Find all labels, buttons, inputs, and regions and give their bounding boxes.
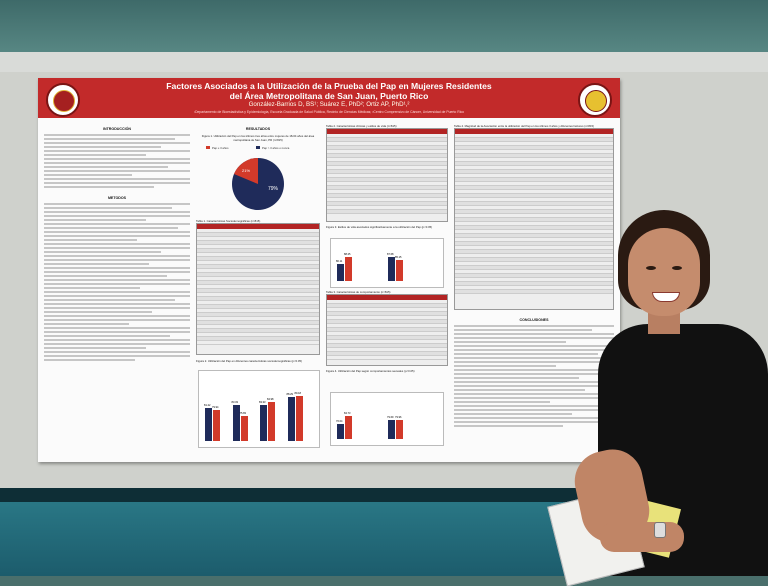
column-intro-methods: INTRODUCCIÓN METODOS	[44, 124, 190, 363]
poster-banner: Factores Asociados a la Utilización de l…	[38, 78, 620, 118]
column-results: RESULTADOS Figura 1. Utilización del Pap…	[196, 124, 320, 363]
figure2-chart: 81.22 79.94 83.33 75.83 83.33 84.98 88.29 89.18	[198, 370, 320, 448]
bar-label-fig4_values-0: 76.04	[336, 419, 343, 423]
figure3-chart: 80.11 88.25 87.68 85.15	[330, 238, 444, 288]
bar-fig2_values-1	[213, 410, 220, 441]
bar-label-fig2_values-5: 84.98	[267, 398, 274, 402]
table3-title: Tabla 3. Características de comportamien…	[326, 290, 391, 294]
figure4-caption: Figura 4. Utilización del Pap según comp…	[326, 369, 415, 373]
section-methods-title: METODOS	[107, 196, 127, 200]
figure2-caption: Figura 2. Utilización del Pap en diferen…	[196, 359, 302, 363]
research-poster: Factores Asociados a la Utilización de l…	[38, 78, 620, 462]
section-results-title: RESULTADOS	[245, 127, 271, 131]
face	[628, 228, 700, 316]
bar-fig3_values-3	[396, 259, 403, 281]
bar-fig4_values-1	[345, 415, 352, 439]
pie-legend-2: Pap > 3 años o nunca	[262, 146, 290, 150]
bar-label-fig2_values-3: 75.83	[239, 412, 247, 416]
bar-fig2_values-4	[260, 404, 267, 441]
bar-fig2_values-7	[295, 395, 303, 441]
poster-title-line2: del Área Metropolitana de San Juan, Puer…	[229, 91, 429, 101]
table4	[454, 128, 614, 310]
pie-value-79: 79%	[268, 186, 279, 192]
column-clinical: Tabla 2. Características clínicas y esti…	[326, 124, 448, 229]
bar-fig2_values-2	[232, 404, 240, 441]
pie-slice-21	[234, 158, 258, 184]
bar-label-fig2_values-2: 83.33	[231, 400, 239, 404]
column-association: Tabla 4. Magnitud de la Asociación entre…	[454, 124, 614, 429]
bar-label-fig2_values-0: 81.22	[204, 404, 211, 408]
table1-title: Tabla 1. Características Sociodemográfic…	[196, 219, 261, 223]
table2-title: Tabla 2. Características clínicas y esti…	[326, 124, 397, 128]
left-seal-icon	[46, 83, 80, 117]
bar-label-fig3_values-3: 85.15	[395, 255, 402, 259]
bar-fig4_values-3	[396, 420, 403, 439]
poster-title-line1: Factores Asociados a la Utilización de l…	[166, 81, 492, 91]
hands	[600, 522, 684, 552]
bar-label-fig4_values-1: 84.73	[344, 411, 351, 415]
bar-label-fig3_values-1: 88.25	[344, 253, 351, 256]
left-eye	[646, 266, 656, 270]
section-conclusions-title: CONCLUSIONES	[519, 318, 549, 322]
table2	[326, 128, 448, 222]
bar-fig2_values-6	[287, 397, 295, 441]
bar-label-fig3_values-2: 87.68	[387, 253, 394, 257]
bar-label-fig2_values-6: 88.29	[286, 393, 294, 397]
teal-wall	[0, 0, 768, 58]
figure4-chart: 76.04 84.73 79.69 79.96	[330, 392, 444, 446]
bar-fig4_values-0	[337, 423, 344, 439]
wristwatch-icon	[654, 522, 666, 538]
section-intro-title: INTRODUCCIÓN	[103, 127, 131, 131]
bar-label-fig2_values-7: 89.18	[294, 391, 302, 395]
table3	[326, 294, 448, 366]
bar-label-fig4_values-3: 79.96	[395, 416, 402, 420]
bar-fig4_values-2	[388, 420, 395, 439]
column-behaviour: Tabla 3. Características de comportamien…	[326, 290, 448, 373]
bar-fig2_values-5	[268, 402, 275, 441]
bar-fig3_values-1	[345, 257, 352, 281]
poster-affiliation: ¹Departamento de Bioestadística y Epidem…	[193, 110, 465, 114]
bar-fig2_values-0	[205, 408, 212, 441]
bar-fig2_values-3	[240, 416, 248, 441]
poster-authors: González-Barrios D, BS¹; Suárez E, PhD²;…	[248, 101, 410, 108]
pie-legend-1: Pap ≤ 3 años	[212, 146, 229, 150]
bar-fig3_values-2	[388, 257, 395, 281]
figure1-caption: Figura 1. Utilización del Pap en los últ…	[201, 134, 315, 142]
right-seal-icon	[578, 83, 612, 117]
right-eye	[672, 266, 682, 270]
table4-title: Tabla 4. Magnitud de la Asociación entre…	[454, 124, 595, 128]
bar-label-fig4_values-2: 79.69	[387, 416, 394, 420]
figure3-caption: Figura 3. Estilos de vida asociados sign…	[326, 225, 433, 229]
bar-fig3_values-0	[337, 263, 344, 281]
bar-label-fig2_values-1: 79.94	[212, 406, 219, 410]
table1	[196, 223, 320, 355]
bar-label-fig3_values-0: 80.11	[336, 259, 343, 263]
pie-value-21: 21%	[242, 168, 250, 173]
pie-chart: 79% 21% Pap ≤ 3 años Pap > 3 años o nunc…	[206, 146, 290, 210]
poster-title: Factores Asociados a la Utilización de l…	[108, 81, 550, 101]
bar-label-fig2_values-4: 83.33	[259, 400, 266, 404]
presenter-woman	[547, 200, 768, 586]
